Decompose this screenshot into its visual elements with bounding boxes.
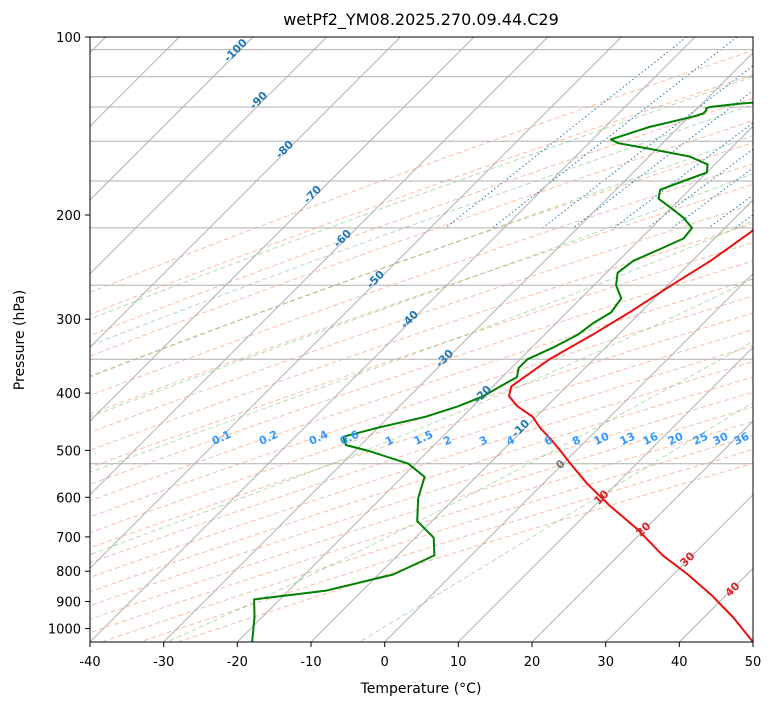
x-tick-label: 40: [671, 655, 688, 670]
isotherm-line: [457, 346, 753, 642]
y-tick-label: 300: [56, 313, 81, 328]
dry-adiabat-line: [90, 163, 753, 396]
y-tick-label: 900: [56, 596, 81, 611]
isotherm-line: [90, 37, 622, 570]
y-tick: 900: [56, 596, 90, 611]
plot-area: [90, 37, 753, 642]
chart-title: wetPf2_YM08.2025.270.09.44.C29: [283, 10, 559, 30]
y-tick-label: 600: [56, 491, 81, 506]
x-tick-label: 20: [524, 655, 541, 670]
y-tick: 600: [56, 491, 90, 506]
x-tick-label: 10: [450, 655, 467, 670]
mixing-ratio-label: 36: [732, 430, 752, 448]
isotherm-line: [236, 125, 753, 642]
temperature-profile-line: [508, 228, 753, 642]
plot-frame: [89, 36, 754, 643]
mixing-ratio-label: 10: [592, 430, 612, 448]
x-tick-label: -20: [227, 655, 248, 670]
y-tick: 500: [56, 444, 90, 459]
y-tick: 800: [56, 565, 90, 580]
x-tick: -10: [300, 642, 322, 670]
dry-adiabat-line: [90, 361, 753, 578]
isotherm-line: [90, 37, 254, 201]
isotherm-line: [384, 272, 753, 642]
mixing-ratio-label: 20: [666, 430, 686, 448]
moist-adiabat-line: [90, 76, 753, 320]
x-tick: 0: [381, 642, 389, 670]
mixing-ratio-line: [572, 90, 753, 229]
dry-adiabat-line: [90, 329, 753, 549]
dewpoint-profile-line: [251, 101, 753, 642]
isotherm-line: [163, 51, 753, 642]
dry-adiabat-line: [90, 345, 753, 564]
mixing-ratio-label: 13: [618, 430, 637, 448]
dry-adiabat-line: [90, 312, 753, 533]
dry-adiabat-line: [90, 241, 753, 469]
moist-adiabats: [90, 76, 753, 642]
dry-adiabat-line: [90, 391, 753, 607]
y-tick: 200: [56, 209, 90, 224]
y-tick-label: 200: [56, 209, 81, 224]
sounding-series: [251, 101, 753, 642]
y-tick-label: 400: [56, 387, 81, 402]
moist-adiabat-line: [90, 173, 753, 418]
x-tick-label: 50: [745, 655, 762, 670]
y-tick: 700: [56, 531, 90, 546]
mixing-ratio-line: [542, 65, 753, 229]
x-tick-label: 0: [381, 655, 389, 670]
isotherm-line: [310, 199, 753, 642]
dry-adiabat-line: [90, 50, 753, 293]
x-tick: 40: [671, 642, 688, 670]
x-axis: -40 -30 -20 -10 0 10 20 30 40 50: [79, 642, 761, 670]
y-tick-label: 800: [56, 565, 81, 580]
dry-adiabat-line: [90, 376, 753, 593]
y-tick: 1000: [48, 623, 90, 638]
mixing-ratio-label: 25: [691, 430, 710, 448]
x-tick: -30: [153, 642, 174, 670]
x-tick: 50: [745, 642, 762, 670]
pressure-gridlines: [90, 49, 753, 642]
mixing-ratio-line: [672, 167, 753, 229]
moist-adiabat-line: [90, 103, 753, 347]
y-tick-label: 500: [56, 444, 81, 459]
dry-adiabat-line: [90, 278, 753, 502]
isotherm-line: [90, 37, 696, 642]
y-tick-label: 700: [56, 531, 81, 546]
y-tick: 400: [56, 387, 90, 402]
isotherm-line: [90, 37, 549, 496]
y-axis: 100 200 300 400 500 600 700 800 900 1000: [48, 31, 90, 638]
y-tick: 100: [56, 31, 90, 46]
mixing-ratio-label: 16: [641, 430, 661, 448]
x-tick: -20: [227, 642, 248, 670]
moist-adiabat-line: [90, 220, 753, 473]
x-tick-label: -10: [300, 655, 321, 670]
x-tick: 10: [450, 642, 467, 670]
moist-adiabat-line: [166, 340, 753, 642]
y-axis-label: Pressure (hPa): [12, 290, 28, 390]
isotherm-line: [90, 37, 401, 349]
isotherm-line: [531, 420, 753, 642]
x-tick-label: -40: [79, 655, 100, 670]
y-tick-label: 100: [56, 31, 81, 46]
x-tick: 30: [597, 642, 614, 670]
x-tick: 20: [524, 642, 541, 670]
isotherm-line: [605, 493, 753, 642]
x-tick-label: 30: [597, 655, 614, 670]
x-tick-label: -30: [153, 655, 174, 670]
dry-adiabat-line: [90, 295, 753, 518]
y-tick: 300: [56, 313, 90, 328]
y-tick-label: 1000: [48, 623, 81, 638]
dry-adiabat-line: [90, 142, 753, 377]
x-axis-label: Temperature (°C): [360, 681, 482, 697]
isotherm-line: [90, 37, 328, 275]
dry-adiabat-line: [90, 97, 753, 337]
mixing-ratio-label: 30: [711, 430, 731, 448]
x-tick: -40: [79, 642, 101, 670]
skewed-isotherms: [90, 37, 753, 642]
isotherm-line: [90, 37, 475, 422]
dry-adiabat-line: [90, 223, 753, 451]
